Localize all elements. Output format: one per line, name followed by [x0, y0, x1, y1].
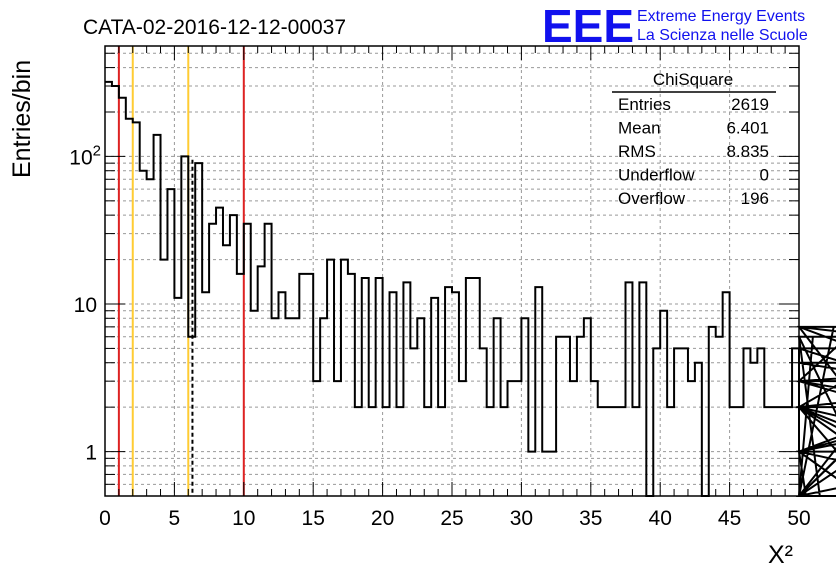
- axes: 0 5 10 15 20 25 30 35 40 45 50 1 10 102: [69, 46, 811, 530]
- x-tick-label: 45: [718, 507, 741, 530]
- eee-logo: EEE Extreme Energy Events La Scienza nel…: [542, 0, 808, 52]
- stats-title: ChiSquare: [653, 70, 733, 89]
- stats-row-value: 8.835: [726, 142, 769, 161]
- y-tick-label: 1: [85, 442, 97, 465]
- stats-row-label: Entries: [618, 95, 671, 114]
- stats-box: ChiSquare Entries 2619 Mean 6.401 RMS 8.835 Un…: [612, 70, 776, 208]
- x-tick-label: 25: [440, 507, 463, 530]
- stats-row-value: 0: [760, 166, 769, 185]
- x-tick-label: 0: [99, 507, 111, 530]
- x-tick-label: 50: [787, 507, 810, 530]
- stats-row-label: Underflow: [618, 166, 695, 185]
- histogram-series: [105, 80, 836, 497]
- x-tick-label: 10: [232, 507, 255, 530]
- y-tick-label: 102: [69, 142, 101, 169]
- stats-row-label: Overflow: [618, 189, 686, 208]
- x-tick-label: 5: [169, 507, 181, 530]
- chart-title: CATA-02-2016-12-12-00037: [83, 16, 346, 39]
- stats-row-value: 196: [741, 189, 769, 208]
- y-tick-label: 10: [74, 294, 97, 317]
- eee-logo-mark: EEE: [542, 0, 634, 52]
- stats-row-value: 6.401: [726, 119, 769, 138]
- x-tick-label: 20: [371, 507, 394, 530]
- grid-lines: [105, 46, 799, 496]
- y-axis-title: Entries/bin: [8, 60, 36, 178]
- stats-row-label: RMS: [618, 142, 656, 161]
- x-tick-label: 40: [649, 507, 672, 530]
- x-tick-label: 15: [302, 507, 325, 530]
- stats-row-value: 2619: [731, 95, 769, 114]
- x-tick-label: 35: [579, 507, 602, 530]
- x-axis-title: X²: [768, 541, 793, 569]
- stats-row-label: Mean: [618, 119, 661, 138]
- x-tick-label: 30: [510, 507, 533, 530]
- eee-logo-line2: La Scienza nelle Scuole: [637, 27, 808, 44]
- eee-logo-line1: Extreme Energy Events: [637, 8, 805, 25]
